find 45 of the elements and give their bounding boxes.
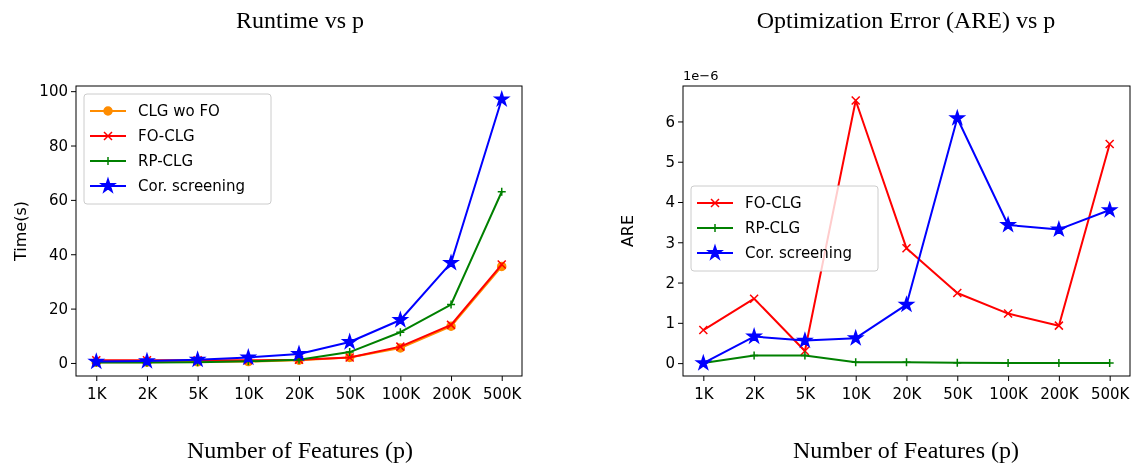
y-tick-label: 0 [665, 354, 675, 373]
y-tick-label: 2 [665, 273, 675, 292]
x-tick-label: 200K [1040, 385, 1080, 403]
x-tick-label: 20K [892, 385, 923, 403]
x-tick-label: 2K [137, 385, 159, 403]
legend-label: FO-CLG [138, 127, 195, 145]
x-axis-title: Number of Features (p) [793, 437, 1019, 463]
legend-label: RP-CLG [138, 152, 194, 170]
x-tick-label: 50K [335, 385, 366, 403]
legend-label: Cor. screening [138, 177, 246, 195]
legend-label: FO-CLG [745, 194, 802, 212]
y-tick-label: 80 [48, 136, 68, 155]
y-tick-label: 6 [665, 112, 675, 131]
y-tick-label: 4 [665, 193, 675, 212]
x-tick-label: 500K [482, 385, 523, 403]
x-tick-label: 2K [744, 385, 766, 403]
legend-label: RP-CLG [745, 219, 801, 237]
x-tick-label: 10K [841, 385, 872, 403]
x-tick-label: 1K [87, 385, 108, 403]
y-tick-label: 5 [665, 153, 675, 172]
legend-label: Cor. screening [745, 244, 853, 262]
x-axis-title: Number of Features (p) [187, 437, 413, 463]
y-axis-title: ARE [618, 214, 637, 248]
x-tick-label: 200K [432, 385, 472, 403]
x-tick-label: 5K [188, 385, 209, 403]
x-tick-label: 20K [285, 385, 316, 403]
y-tick-label: 60 [48, 191, 68, 210]
x-tick-label: 5K [795, 385, 817, 403]
y-tick-label: 1 [665, 314, 675, 333]
x-tick-label: 500K [1090, 385, 1131, 403]
y-tick-label: 20 [48, 299, 68, 318]
legend-label: CLG wo FO [138, 102, 220, 120]
x-tick-label: 100K [381, 385, 422, 403]
x-tick-label: 50K [943, 385, 974, 403]
x-tick-label: 1K [694, 385, 715, 403]
y-tick-label: 3 [665, 233, 675, 252]
y-tick-label: 40 [48, 245, 68, 264]
x-tick-label: 100K [989, 385, 1029, 403]
y-axis-title: Time(s) [11, 201, 30, 262]
text: 1e−6 [683, 68, 719, 83]
y-tick-label: 0 [58, 354, 68, 373]
chart-title: Runtime vs p [235, 7, 365, 33]
y-tick-label: 100 [39, 82, 68, 101]
chart-title: Optimization Error (ARE) vs p [756, 7, 1056, 33]
x-tick-label: 10K [234, 385, 265, 403]
